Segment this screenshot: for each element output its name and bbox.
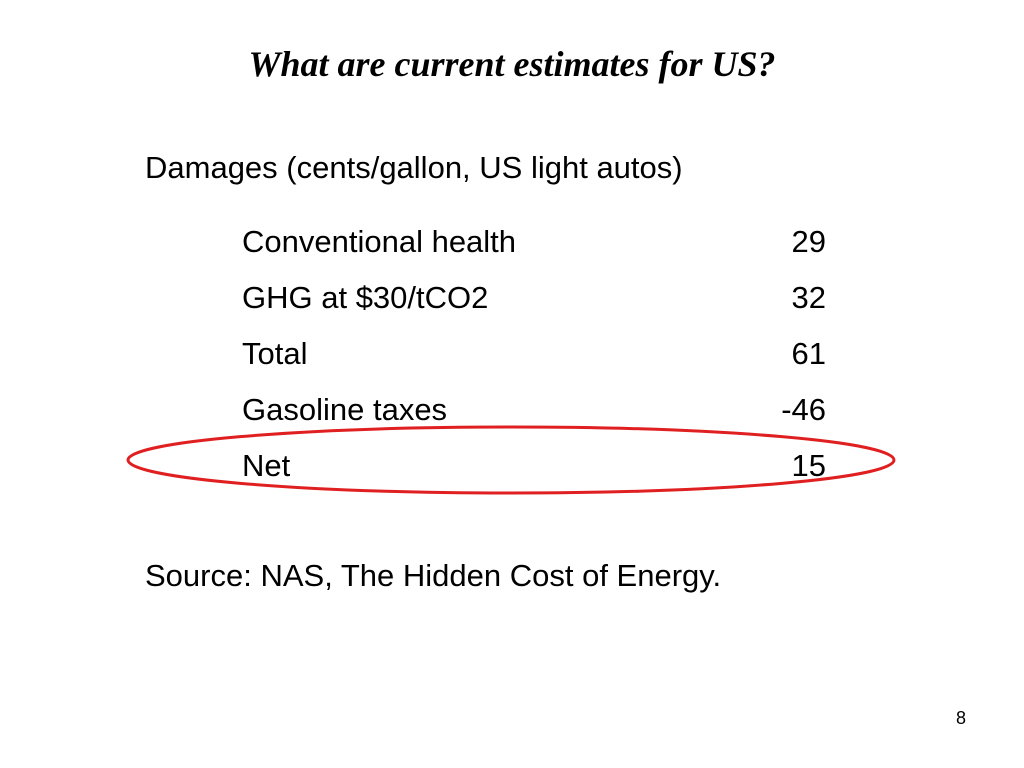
row-value-net: 15	[791, 448, 826, 483]
slide-title: What are current estimates for US?	[248, 44, 776, 84]
row-label-ghg: GHG at $30/tCO2	[242, 280, 489, 315]
page-number: 8	[955, 708, 966, 728]
table-subtitle: Damages (cents/gallon, US light autos)	[145, 150, 683, 185]
row-label-conventional-health: Conventional health	[242, 224, 517, 259]
damages-table: Conventional health 29 GHG at $30/tCO2 3…	[242, 218, 826, 498]
row-value-conventional-health: 29	[791, 224, 826, 259]
row-value-gasoline-taxes: -46	[781, 392, 826, 427]
table-row: Gasoline taxes -46	[242, 386, 826, 442]
row-value-ghg: 32	[791, 280, 826, 315]
row-value-total: 61	[791, 336, 826, 371]
row-label-net: Net	[242, 448, 291, 483]
table-row: Conventional health 29	[242, 218, 826, 274]
table-row: Net 15	[242, 442, 826, 498]
table-row: GHG at $30/tCO2 32	[242, 274, 826, 330]
row-label-total: Total	[242, 336, 308, 371]
row-label-gasoline-taxes: Gasoline taxes	[242, 392, 448, 427]
source-citation: Source: NAS, The Hidden Cost of Energy.	[145, 558, 722, 593]
table-row: Total 61	[242, 330, 826, 386]
